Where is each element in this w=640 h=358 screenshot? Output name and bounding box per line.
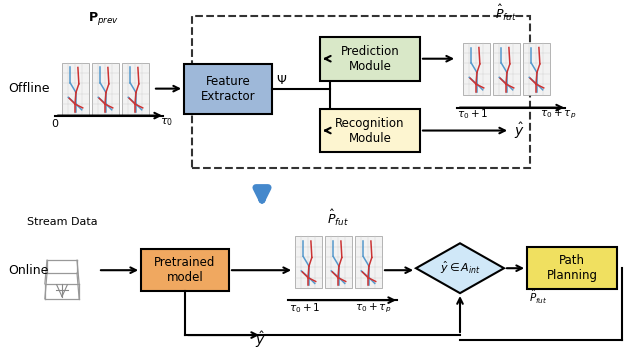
Text: $\hat{y}$: $\hat{y}$ (514, 120, 525, 141)
Bar (522, 43, 550, 95)
Bar (324, 236, 351, 288)
Text: Recognition
Module: Recognition Module (335, 117, 404, 145)
Bar (527, 247, 617, 289)
Bar (92, 63, 118, 115)
Text: $0$: $0$ (51, 117, 59, 129)
Text: Prediction
Module: Prediction Module (340, 45, 399, 73)
Bar (294, 236, 321, 288)
Bar (141, 249, 229, 291)
Text: $\hat{P}_{fut}$: $\hat{P}_{fut}$ (529, 288, 548, 306)
Text: $\hat{P}_{fut}$: $\hat{P}_{fut}$ (495, 3, 517, 23)
Text: Path
Planning: Path Planning (547, 254, 598, 282)
Text: $\tau_0$: $\tau_0$ (160, 117, 173, 129)
Bar (61, 63, 88, 115)
Text: Stream Data: Stream Data (27, 217, 97, 227)
Bar (320, 108, 420, 153)
Text: $\tau_0+\tau_p$: $\tau_0+\tau_p$ (355, 301, 392, 315)
Text: Online: Online (8, 264, 49, 277)
Text: $\Psi$: $\Psi$ (276, 74, 287, 87)
Text: $\tau_0+1$: $\tau_0+1$ (289, 301, 321, 315)
Polygon shape (416, 243, 504, 293)
Text: $\tau_0+\tau_p$: $\tau_0+\tau_p$ (540, 108, 577, 121)
Text: Feature
Extractor: Feature Extractor (201, 74, 255, 103)
Bar (493, 43, 520, 95)
Text: Pretrained
model: Pretrained model (154, 256, 216, 284)
Bar (184, 64, 272, 113)
Bar (355, 236, 381, 288)
Bar (192, 16, 530, 169)
Bar (122, 63, 148, 115)
Bar (463, 43, 490, 95)
Text: $\tau_0+1$: $\tau_0+1$ (457, 108, 488, 121)
Bar (320, 37, 420, 81)
Text: $\mathbf{P}_{prev}$: $\mathbf{P}_{prev}$ (88, 10, 120, 27)
Text: $\hat{y}$: $\hat{y}$ (255, 330, 266, 350)
Text: $\hat{P}_{fut}$: $\hat{P}_{fut}$ (327, 208, 349, 228)
Text: Offline: Offline (8, 82, 49, 95)
Text: $\hat{y} \in A_{int}$: $\hat{y} \in A_{int}$ (440, 260, 481, 276)
